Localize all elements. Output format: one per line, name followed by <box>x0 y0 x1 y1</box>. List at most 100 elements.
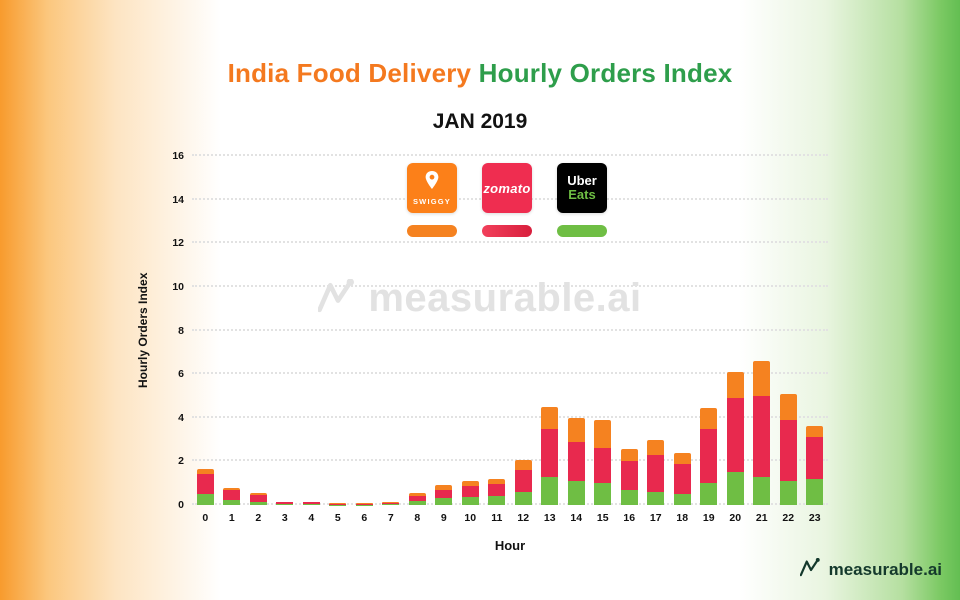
swiggy-segment-hour-18 <box>673 452 691 464</box>
swiggy-segment-hour-19 <box>700 407 718 429</box>
zomato-segment-hour-12 <box>514 470 532 492</box>
swiggy-pin-icon <box>423 170 441 195</box>
bar-slot-14 <box>563 156 590 505</box>
swiggy-segment-hour-13 <box>541 406 559 429</box>
uber-eats-segment-hour-16 <box>620 489 638 505</box>
x-tick-3: 3 <box>281 512 288 524</box>
uber-eats-segment-hour-21 <box>753 476 771 505</box>
bar-slot-2 <box>245 156 272 505</box>
swiggy-segment-hour-12 <box>514 460 532 471</box>
uber-eats-segment-hour-22 <box>779 481 797 505</box>
x-tick-17: 17 <box>649 512 662 524</box>
y-tick-14: 14 <box>172 193 184 206</box>
swiggy-segment-hour-8 <box>408 493 426 496</box>
zomato-segment-hour-22 <box>779 419 797 482</box>
legend-item-swiggy: SWIGGY <box>407 163 457 237</box>
swiggy-segment-hour-0 <box>196 469 214 475</box>
bar-hour-0 <box>196 469 214 505</box>
legend-swatch-zomato <box>482 225 532 237</box>
zomato-segment-hour-16 <box>620 461 638 490</box>
bar-slot-11 <box>484 156 511 505</box>
uber-eats-logo-line1: Uber <box>567 173 597 188</box>
bar-slot-10 <box>457 156 484 505</box>
measurable-ai-logo-icon <box>799 557 822 582</box>
bar-hour-8 <box>408 493 426 505</box>
swiggy-segment-hour-21 <box>753 361 771 396</box>
bar-hour-20 <box>726 371 744 505</box>
watermark-text: measurable.ai <box>368 276 642 320</box>
y-tick-16: 16 <box>172 150 184 162</box>
swiggy-segment-hour-3 <box>276 501 294 503</box>
zomato-segment-hour-2 <box>249 495 267 502</box>
swiggy-segment-hour-23 <box>806 426 824 438</box>
uber-eats-segment-hour-19 <box>700 483 718 505</box>
uber-eats-segment-hour-14 <box>567 481 585 505</box>
x-tick-4: 4 <box>308 512 315 524</box>
chart-title-part2: Hourly Orders Index <box>478 58 733 88</box>
swiggy-segment-hour-16 <box>620 449 638 462</box>
x-tick-20: 20 <box>729 512 742 524</box>
gridline-12 <box>192 241 828 244</box>
y-axis-label: Hourly Orders Index <box>136 272 150 389</box>
bar-hour-5 <box>329 503 347 505</box>
bar-slot-20 <box>722 156 749 505</box>
swiggy-segment-hour-9 <box>435 485 453 490</box>
bar-hour-12 <box>514 460 532 505</box>
bar-slot-17 <box>643 156 670 505</box>
zomato-segment-hour-8 <box>408 495 426 502</box>
bar-slot-7 <box>378 156 405 505</box>
uber-eats-segment-hour-0 <box>196 494 214 505</box>
bar-slot-6 <box>351 156 378 505</box>
zomato-segment-hour-1 <box>223 489 241 500</box>
y-tick-6: 6 <box>178 368 184 381</box>
watermark-logo-icon <box>317 278 358 318</box>
bar-hour-15 <box>594 419 612 505</box>
zomato-segment-hour-6 <box>355 503 373 505</box>
y-tick-10: 10 <box>172 280 184 293</box>
x-tick-22: 22 <box>782 512 795 524</box>
chart-title: India Food Delivery Hourly Orders Index <box>0 58 960 89</box>
bar-hour-23 <box>806 426 824 505</box>
bar-hour-10 <box>461 481 479 505</box>
zomato-segment-hour-21 <box>753 395 771 477</box>
bar-slot-18 <box>669 156 696 505</box>
x-tick-7: 7 <box>387 512 394 524</box>
x-tick-6: 6 <box>361 512 368 524</box>
uber-eats-segment-hour-2 <box>249 501 267 505</box>
bar-hour-1 <box>223 487 241 505</box>
swiggy-segment-hour-17 <box>647 439 665 455</box>
zomato-segment-hour-7 <box>382 503 400 505</box>
y-tick-4: 4 <box>178 411 184 424</box>
swiggy-logo-label: SWIGGY <box>412 197 452 206</box>
bar-hour-16 <box>620 449 638 505</box>
uber-eats-segment-hour-15 <box>594 483 612 505</box>
watermark: measurable.ai <box>0 276 960 321</box>
bar-hour-7 <box>382 502 400 505</box>
legend-swatch-swiggy <box>407 225 457 237</box>
gridline-2 <box>192 459 828 462</box>
bar-slot-8 <box>404 156 431 505</box>
swiggy-logo: SWIGGY <box>407 163 457 213</box>
bar-hour-13 <box>541 406 559 505</box>
zomato-segment-hour-0 <box>196 474 214 495</box>
x-tick-10: 10 <box>464 512 477 524</box>
zomato-segment-hour-10 <box>461 486 479 498</box>
uber-eats-segment-hour-11 <box>488 496 506 505</box>
plot-area <box>192 154 828 505</box>
bar-hour-2 <box>249 493 267 505</box>
bar-slot-15 <box>590 156 617 505</box>
x-tick-14: 14 <box>570 512 583 524</box>
swiggy-segment-hour-10 <box>461 481 479 487</box>
y-tick-0: 0 <box>178 499 184 511</box>
y-axis-ticks: 0 2 4 6 8 10 12 14 16 <box>156 150 184 511</box>
bar-hour-6 <box>355 503 373 505</box>
bar-hour-4 <box>302 501 320 505</box>
y-tick-2: 2 <box>178 455 184 468</box>
bar-slot-4 <box>298 156 325 505</box>
bar-slot-19 <box>696 156 723 505</box>
x-tick-5: 5 <box>334 512 341 524</box>
uber-eats-segment-hour-7 <box>382 504 400 505</box>
zomato-logo-label: zomato <box>483 180 531 196</box>
x-tick-15: 15 <box>596 512 609 524</box>
zomato-segment-hour-20 <box>726 398 744 473</box>
